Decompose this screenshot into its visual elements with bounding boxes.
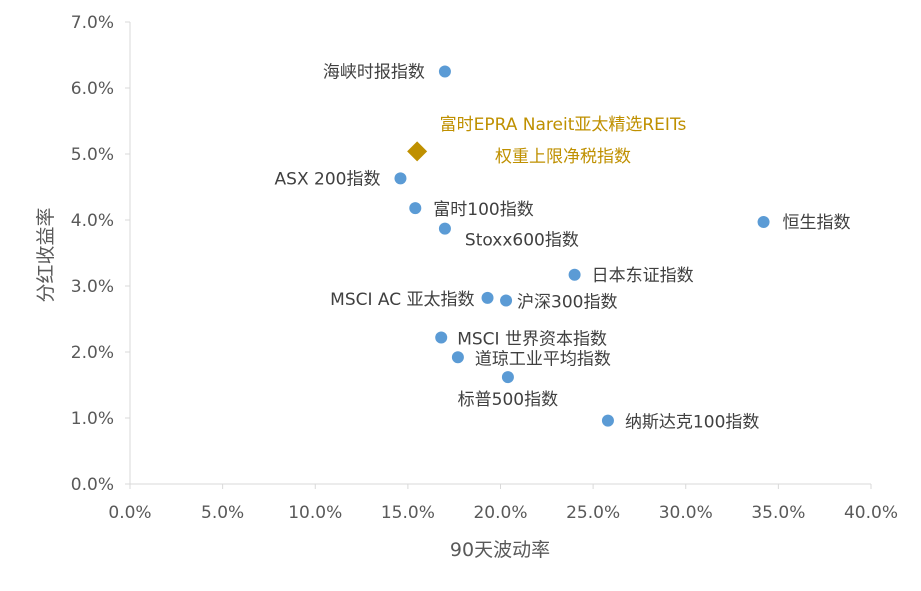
data-point — [501, 371, 514, 384]
x-axis-title: 90天波动率 — [450, 539, 550, 561]
data-point — [568, 268, 581, 281]
data-point-label: MSCI 世界资本指数 — [457, 329, 607, 349]
data-point-label: MSCI AC 亚太指数 — [330, 290, 474, 310]
y-tick-label: 6.0% — [71, 79, 114, 99]
data-point — [435, 331, 448, 344]
data-point-label: 海峡时报指数 — [323, 63, 425, 83]
x-tick-label: 10.0% — [288, 503, 342, 523]
x-tick-label: 40.0% — [844, 503, 898, 523]
x-tick-label: 25.0% — [566, 503, 620, 523]
data-point — [394, 172, 407, 185]
y-tick-label: 0.0% — [71, 475, 114, 495]
highlight-point — [407, 141, 428, 162]
y-tick-label: 2.0% — [71, 343, 114, 363]
data-point-label: Stoxx600指数 — [465, 231, 579, 251]
data-point — [438, 65, 451, 78]
x-tick-label: 35.0% — [751, 503, 805, 523]
data-point-label: 道琼工业平均指数 — [475, 349, 611, 369]
highlight-label-line1: 富时EPRA Nareit亚太精选REITs — [440, 115, 687, 135]
data-point — [481, 291, 494, 304]
x-tick-label: 30.0% — [659, 503, 713, 523]
data-point-label: 富时100指数 — [433, 200, 533, 220]
data-points — [394, 65, 770, 427]
y-tick-label: 1.0% — [71, 409, 114, 429]
data-point — [757, 215, 770, 228]
data-point — [438, 222, 451, 235]
axes — [125, 21, 872, 489]
data-point — [601, 414, 614, 427]
data-point-label: ASX 200指数 — [275, 169, 381, 189]
y-tick-label: 5.0% — [71, 145, 114, 165]
highlight-label-line2: 权重上限净税指数 — [495, 147, 631, 167]
data-point — [500, 294, 513, 307]
y-tick-label: 3.0% — [71, 277, 114, 297]
x-tick-label: 20.0% — [473, 503, 527, 523]
y-tick-label: 7.0% — [71, 13, 114, 33]
y-axis-title: 分红收益率 — [35, 207, 57, 302]
data-point-label: 沪深300指数 — [517, 293, 617, 313]
data-point-label: 标普500指数 — [458, 390, 558, 410]
y-tick-label: 4.0% — [71, 211, 114, 231]
x-tick-label: 15.0% — [381, 503, 435, 523]
x-tick-label: 5.0% — [201, 503, 244, 523]
data-point-label: 恒生指数 — [783, 213, 851, 233]
tick-labels: 0.0% 1.0% 2.0% 3.0% 4.0% 5.0% 6.0% 7.0% 0.0% 5.0%… — [71, 13, 898, 523]
data-point-label: 纳斯达克100指数 — [625, 413, 759, 433]
data-point-label: 日本东证指数 — [592, 266, 694, 286]
data-point — [409, 202, 422, 215]
data-point — [451, 351, 464, 364]
x-tick-label: 0.0% — [108, 503, 151, 523]
